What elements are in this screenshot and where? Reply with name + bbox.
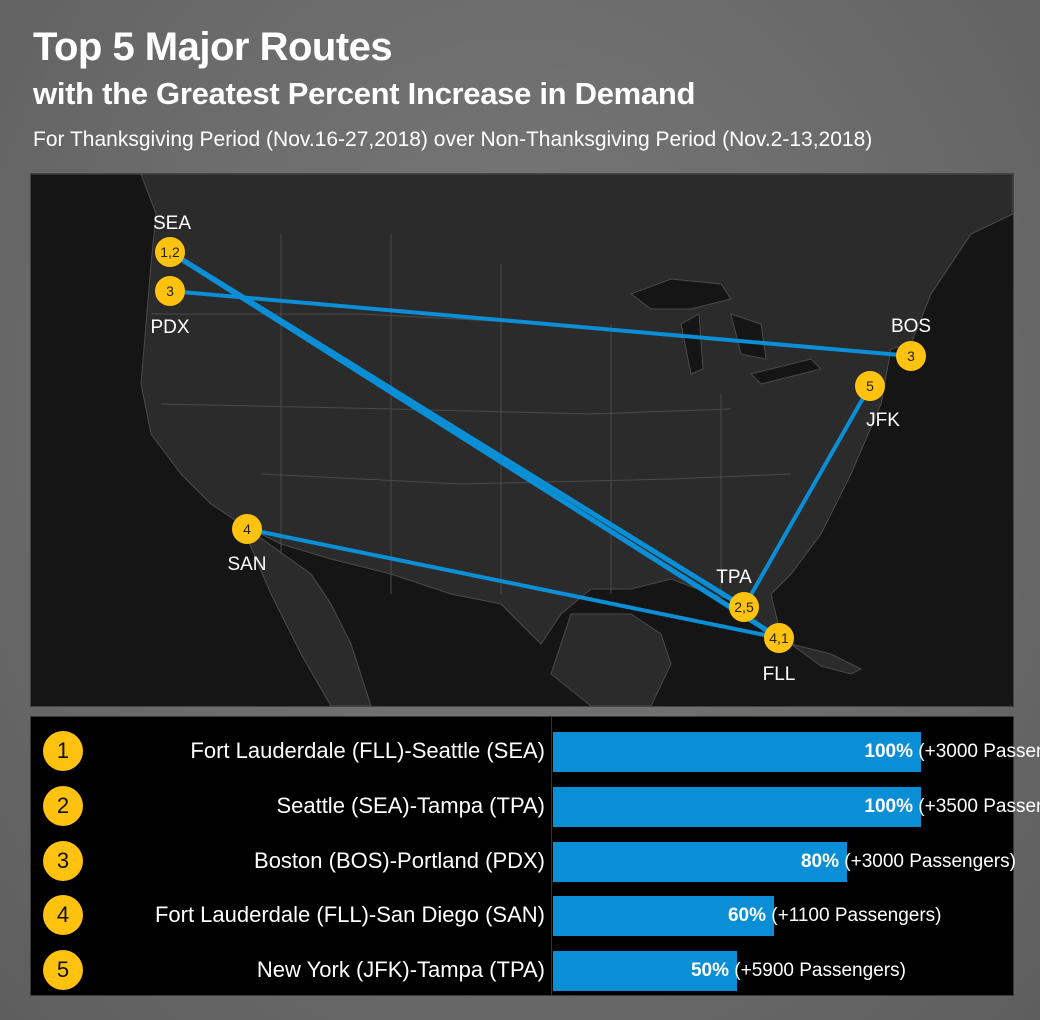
ranking-row: 5 New York (JFK)-Tampa (TPA) 50% (+5900 Pa… — [31, 948, 1013, 992]
percent-label: 60% — [727, 905, 766, 926]
percent-label: 50% — [690, 960, 729, 981]
passenger-label: (+3500 Passengers) — [918, 796, 1040, 817]
route-line-jfk-tpa — [742, 385, 872, 608]
ranking-row: 3 Boston (BOS)-Portland (PDX) 80% (+3000 P… — [31, 839, 1016, 885]
airport-marker-sea — [155, 237, 185, 267]
ranking-row: 1 Fort Lauderdale (FLL)-Seattle (SEA) 100%… — [31, 729, 1040, 773]
percent-bar — [553, 842, 847, 882]
airport-label-sea: SEA — [153, 213, 191, 234]
passenger-label: (+3000 Passengers) — [918, 741, 1040, 762]
percent-label: 80% — [800, 851, 839, 872]
route-map: 1,2 SEA 3 PDX 3 BOS 5 JFK 4 SAN 2,5 TPA 4,1 FLL — [30, 173, 1014, 707]
percent-bar — [553, 732, 921, 772]
airport-marker-number-sea: 1,2 — [160, 244, 180, 260]
percent-bar — [553, 896, 774, 936]
passenger-label: (+1100 Passengers) — [766, 905, 942, 926]
state-borders — [151, 234, 792, 594]
route-line-sea-tpa — [168, 249, 746, 610]
airport-label-san: SAN — [227, 554, 266, 575]
route-name: New York (JFK)-Tampa (TPA) — [256, 957, 545, 982]
ranking-row: 4 Fort Lauderdale (FLL)-San Diego (SAN) 60… — [31, 893, 1013, 937]
bar-label: 80% (+3000 Passengers) — [801, 839, 1016, 885]
airport-marker-tpa — [729, 592, 759, 622]
percent-bar — [553, 951, 737, 991]
airport-marker-pdx — [155, 276, 185, 306]
airport-label-tpa: TPA — [716, 567, 752, 588]
airport-label-pdx: PDX — [150, 317, 189, 338]
airport-marker-san — [232, 514, 262, 544]
airport-label-fll: FLL — [763, 664, 796, 685]
rank-badge: 3 — [43, 841, 83, 881]
airport-marker-number-tpa: 2,5 — [734, 599, 754, 615]
airport-marker-number-bos: 3 — [907, 348, 915, 364]
route-lines — [168, 249, 912, 641]
bar-label: 50% (+5900 Passengers) — [691, 948, 906, 994]
period-caption: For Thanksgiving Period (Nov.16-27,2018)… — [33, 128, 873, 151]
route-line-pdx-bos — [169, 289, 912, 358]
airport-label-jfk: JFK — [866, 410, 900, 431]
bar-label: 100% (+3500 Passengers) — [864, 784, 1040, 830]
chart-title: Top 5 Major Routes — [33, 25, 393, 69]
airport-marker-number-pdx: 3 — [166, 283, 174, 299]
rank-badge: 2 — [43, 786, 83, 826]
airport-marker-number-jfk: 5 — [866, 378, 874, 394]
airport-marker-fll — [764, 623, 794, 653]
panel-divider — [551, 717, 552, 995]
percent-bar — [553, 787, 921, 827]
passenger-label: (+5900 Passengers) — [729, 960, 906, 981]
great-lakes — [629, 278, 822, 385]
airport-marker-bos — [896, 341, 926, 371]
route-name: Seattle (SEA)-Tampa (TPA) — [276, 793, 545, 818]
route-line-san-fll — [246, 527, 780, 640]
map-canvas: 1,2 SEA 3 PDX 3 BOS 5 JFK 4 SAN 2,5 TPA 4,1 FLL — [31, 174, 1013, 706]
rank-badge: 4 — [43, 895, 83, 935]
route-name: Fort Lauderdale (FLL)-San Diego (SAN) — [154, 902, 545, 927]
ranking-panel: 1 Fort Lauderdale (FLL)-Seattle (SEA) 100%… — [30, 716, 1040, 996]
route-name: Boston (BOS)-Portland (PDX) — [254, 848, 545, 873]
route-name: Fort Lauderdale (FLL)-Seattle (SEA) — [190, 738, 545, 763]
landmass — [31, 174, 1013, 706]
rank-badge: 5 — [43, 950, 83, 990]
chart-subtitle: with the Greatest Percent Increase in De… — [33, 76, 696, 111]
percent-label: 100% — [864, 796, 913, 817]
airport-label-bos: BOS — [891, 316, 931, 337]
ranking-row: 2 Seattle (SEA)-Tampa (TPA) 100% (+3500 Pa… — [31, 784, 1040, 828]
airport-marker-jfk — [855, 371, 885, 401]
passenger-label: (+3000 Passengers) — [839, 851, 1016, 872]
airport-markers: 1,2 SEA 3 PDX 3 BOS 5 JFK 4 SAN 2,5 TPA 4,1 FLL — [150, 213, 931, 685]
airport-marker-number-fll: 4,1 — [769, 630, 789, 646]
bar-label: 100% (+3000 Passengers) — [864, 729, 1040, 775]
bar-label: 60% (+1100 Passengers) — [728, 893, 942, 939]
percent-label: 100% — [864, 741, 913, 762]
rank-badge: 1 — [43, 731, 83, 771]
airport-marker-number-san: 4 — [243, 521, 251, 537]
